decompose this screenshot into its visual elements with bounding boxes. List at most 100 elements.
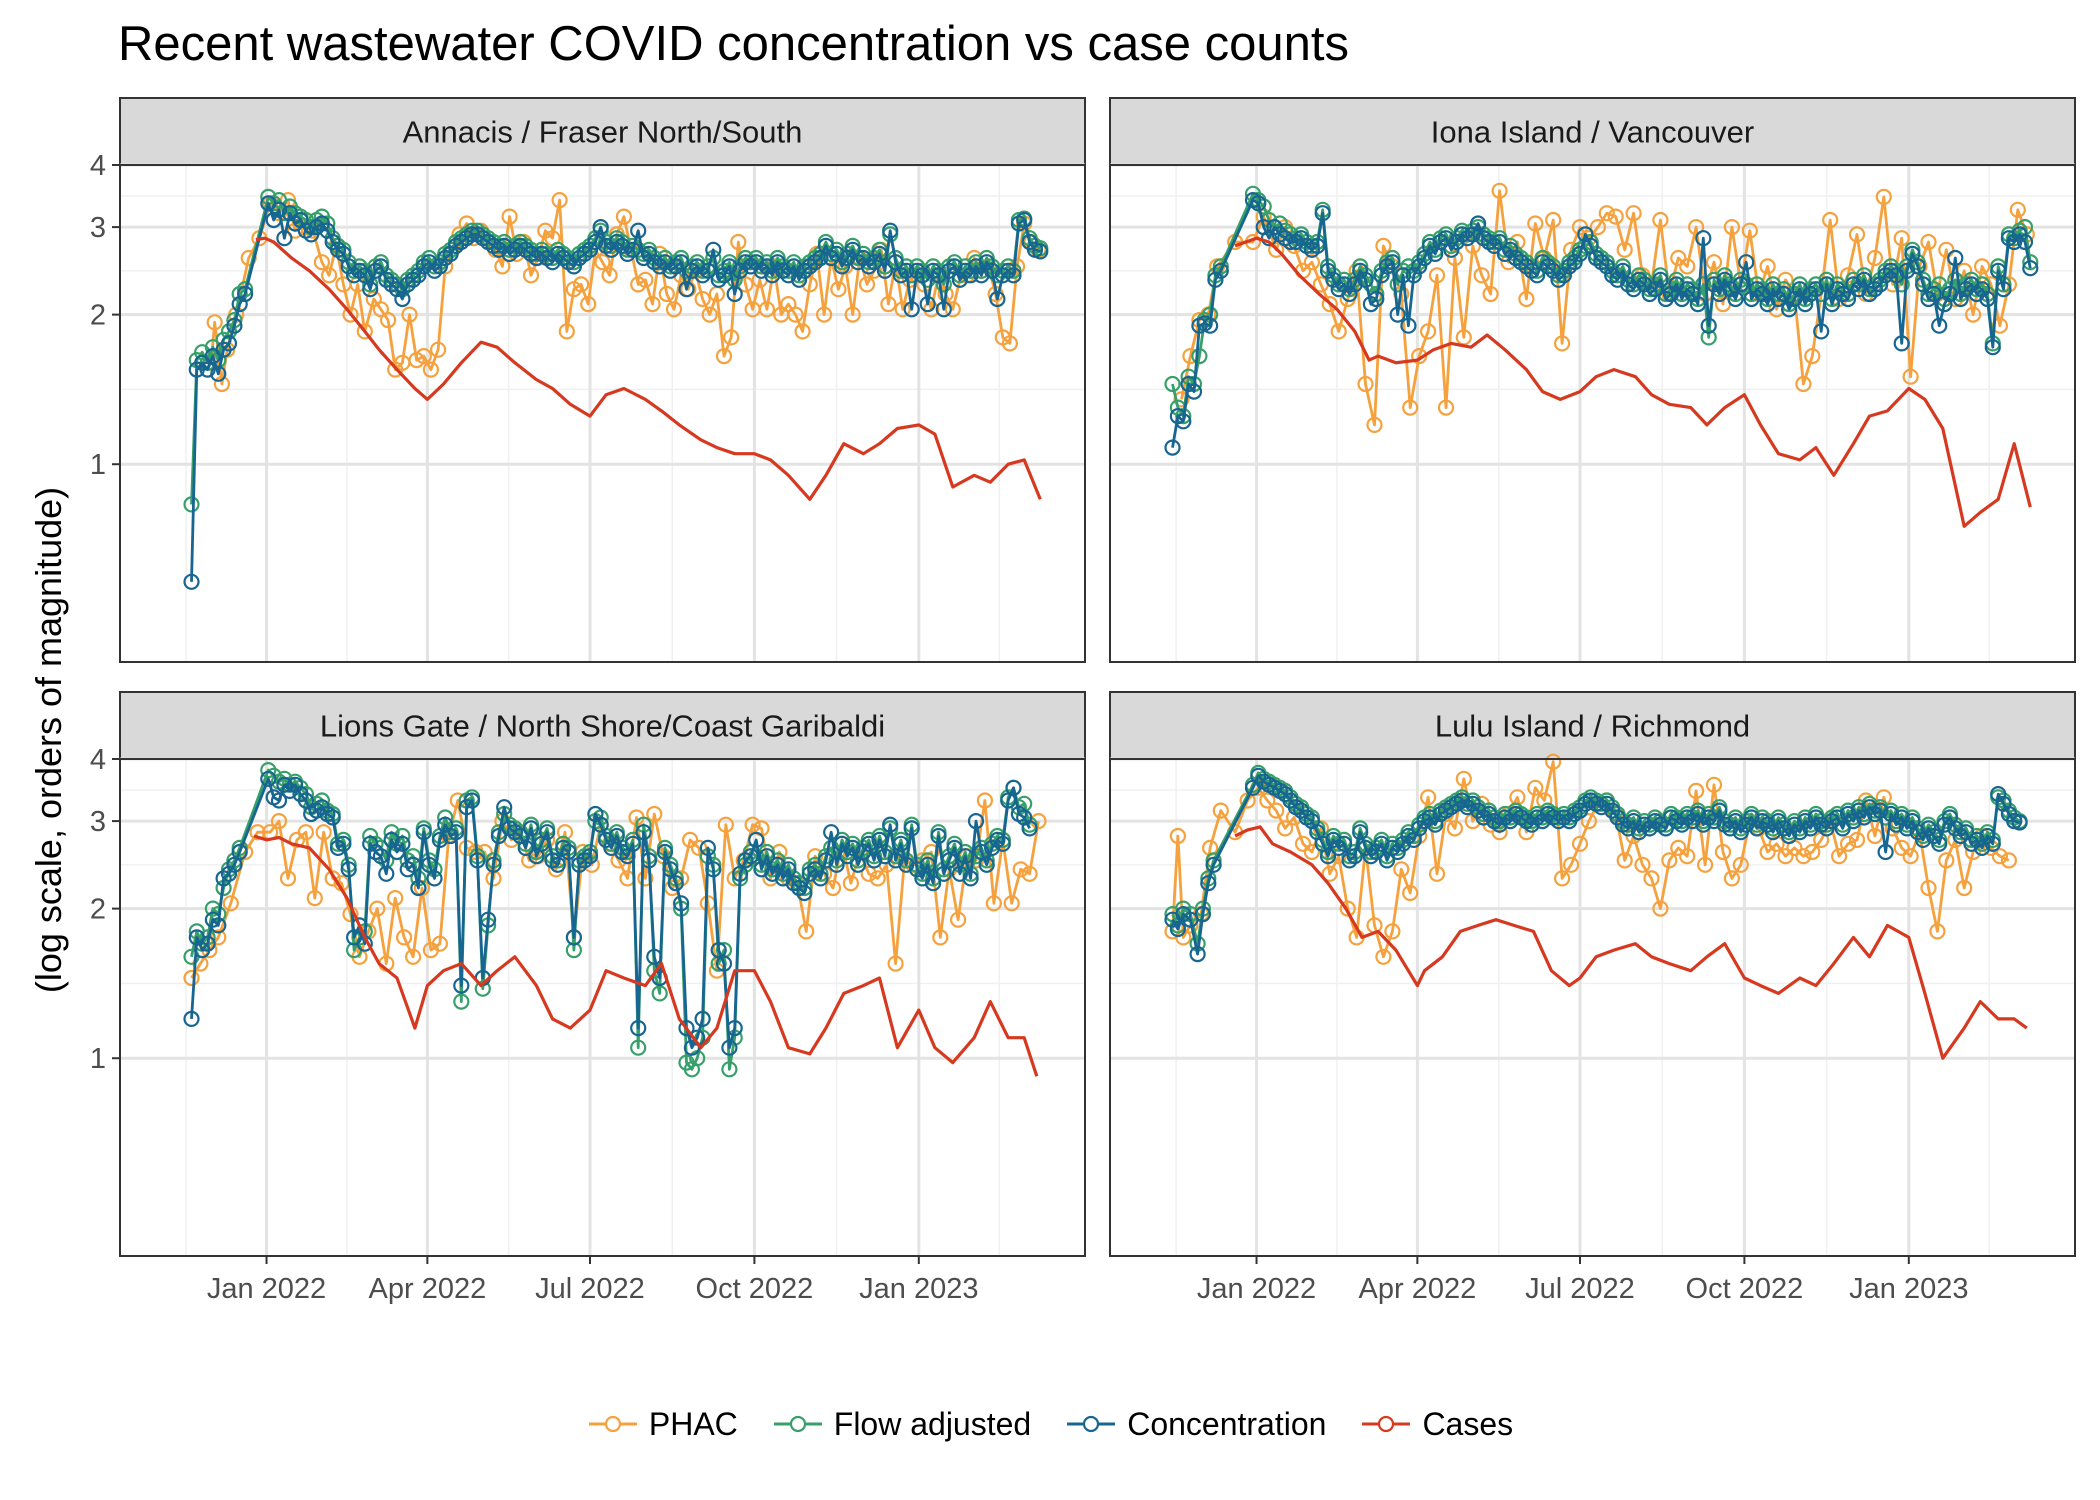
point-concentration: [1695, 230, 1712, 247]
point-concentration: [378, 865, 395, 882]
point-concentration: [769, 856, 786, 873]
point-phac: [1616, 852, 1633, 869]
point-concentration: [1909, 258, 1926, 275]
point-phac: [646, 805, 663, 823]
point-concentration: [1872, 276, 1889, 293]
point-concentration: [231, 843, 248, 861]
point-phac: [1428, 267, 1446, 284]
point-concentration: [220, 335, 238, 352]
point-phac: [1723, 870, 1741, 887]
point-concentration: [860, 835, 877, 852]
facet-strip: [1109, 97, 2076, 166]
y-tick-label: 1: [90, 1043, 106, 1075]
point-phac: [1571, 835, 1589, 852]
legend-key-cases: [1362, 1415, 1411, 1433]
point-phac: [279, 870, 297, 887]
point-concentration: [1352, 824, 1369, 841]
point-concentration: [935, 301, 952, 318]
point-concentration: [769, 254, 786, 271]
point-concentration: [1931, 317, 1948, 334]
point-concentration: [592, 219, 609, 236]
point-concentration: [951, 271, 969, 288]
facet-strip-label: Annacis / Fraser North/South: [403, 115, 803, 150]
point-phac: [369, 900, 386, 917]
point-phac: [1589, 219, 1607, 236]
point-phac: [1938, 852, 1955, 869]
point-phac: [869, 870, 886, 887]
point-phac: [1259, 792, 1276, 809]
point-concentration: [1325, 271, 1342, 288]
point-concentration: [1319, 848, 1337, 865]
point-flow-adjusted: [758, 254, 776, 271]
point-concentration: [930, 267, 947, 284]
point-concentration: [1813, 323, 1830, 340]
series-line-cases: [253, 834, 1039, 1077]
point-concentration: [517, 839, 534, 857]
point-phac: [1598, 205, 1615, 222]
point-concentration: [1657, 290, 1674, 308]
point-concentration: [1716, 271, 1733, 288]
point-phac: [1001, 335, 1019, 352]
point-phac: [681, 831, 699, 849]
point-concentration: [544, 254, 561, 271]
point-concentration: [726, 285, 743, 303]
point-phac: [887, 955, 904, 972]
point-concentration: [340, 861, 357, 878]
point-phac: [1527, 215, 1544, 232]
point-phac: [1491, 182, 1508, 199]
point-concentration: [1189, 945, 1206, 963]
point-phac: [183, 969, 200, 987]
point-concentration: [876, 262, 894, 279]
point-concentration: [646, 948, 663, 965]
point-concentration: [1357, 839, 1374, 857]
point-concentration: [2016, 233, 2034, 251]
point-concentration: [699, 262, 717, 279]
point-phac: [494, 258, 511, 275]
point-concentration: [1609, 271, 1626, 288]
point-concentration: [1689, 296, 1707, 313]
point-concentration: [1877, 843, 1894, 861]
point-concentration: [2011, 814, 2028, 831]
point-phac: [1652, 900, 1669, 917]
point-concentration: [962, 267, 979, 284]
point-phac: [1670, 249, 1687, 267]
point-phac: [690, 839, 708, 857]
point-concentration: [1630, 271, 1648, 288]
point-phac: [665, 301, 683, 318]
legend-key-flow-adjusted: [773, 1415, 822, 1433]
point-phac: [1527, 779, 1544, 796]
point-phac: [860, 865, 877, 882]
point-concentration: [839, 249, 856, 267]
point-concentration: [480, 911, 497, 928]
point-phac: [1419, 323, 1437, 340]
point-concentration: [678, 281, 695, 298]
point-concentration: [215, 870, 232, 887]
point-concentration: [1990, 262, 2007, 279]
point-phac: [1393, 861, 1410, 878]
point-flow-adjusted: [898, 852, 915, 869]
point-flow-adjusted: [935, 276, 952, 293]
point-concentration: [1646, 281, 1664, 298]
point-concentration: [565, 258, 583, 275]
point-phac: [1428, 865, 1446, 882]
point-flow-adjusted: [1620, 271, 1637, 288]
point-phac: [730, 233, 747, 251]
point-concentration: [748, 831, 765, 849]
point-phac: [815, 306, 833, 323]
point-concentration: [753, 861, 770, 878]
point-phac: [1696, 856, 1714, 873]
point-phac: [1268, 802, 1285, 819]
point-concentration: [1614, 262, 1632, 279]
point-concentration: [287, 776, 304, 793]
point-flow-adjusted: [812, 865, 829, 882]
point-phac: [1330, 323, 1347, 340]
point-flow-adjusted: [721, 1061, 738, 1078]
point-flow-adjusted: [1947, 271, 1964, 288]
point-phac: [1848, 831, 1866, 849]
point-concentration: [362, 835, 379, 852]
point-phac: [664, 879, 681, 897]
point-concentration: [624, 241, 642, 258]
legend-key-concentration: [1067, 1415, 1116, 1433]
point-concentration: [1384, 254, 1401, 271]
point-phac: [932, 929, 949, 946]
